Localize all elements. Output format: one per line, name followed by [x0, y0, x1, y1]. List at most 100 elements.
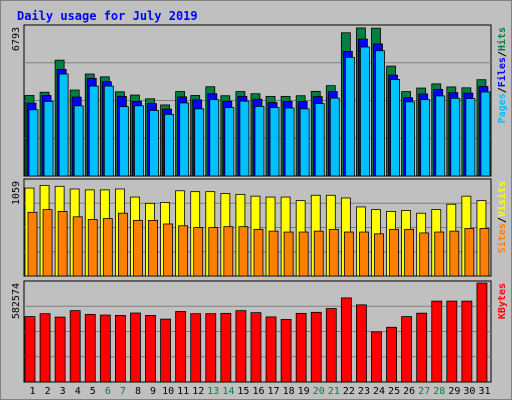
bar-pages-26: [405, 101, 416, 177]
day-label-20: 20: [313, 386, 325, 397]
bar-kbytes-29: [446, 300, 458, 383]
legend-middle: Sites/Visits: [496, 181, 508, 253]
bar-kbytes-5: [84, 313, 96, 383]
day-label-8: 8: [135, 386, 141, 397]
bar-pages-16: [254, 106, 265, 177]
bar-sites-10: [163, 223, 173, 277]
legend-item-hits: Hits: [496, 27, 508, 51]
bar-kbytes-9: [145, 314, 156, 383]
chart-title: Daily usage for July 2019: [17, 9, 198, 23]
bar-sites-1: [27, 211, 38, 277]
bar-pages-9: [149, 110, 159, 177]
bar-kbytes-27: [416, 312, 428, 383]
bar-sites-20: [313, 230, 324, 277]
bar-kbytes-18: [280, 319, 292, 383]
day-label-3: 3: [60, 386, 66, 397]
bar-sites-16: [253, 228, 264, 277]
bar-pages-17: [269, 107, 280, 177]
bar-kbytes-11: [175, 311, 187, 383]
bar-kbytes-6: [99, 314, 111, 383]
bar-sites-6: [102, 218, 113, 277]
legend-item-files: Files: [496, 57, 508, 87]
bar-sites-2: [42, 209, 53, 277]
bar-kbytes-26: [401, 316, 413, 383]
day-label-18: 18: [283, 386, 295, 397]
bar-sites-17: [268, 230, 279, 277]
bar-kbytes-28: [431, 300, 443, 383]
bar-pages-27: [420, 99, 431, 177]
legend-separator: /: [497, 87, 508, 93]
day-label-7: 7: [120, 386, 126, 397]
day-label-30: 30: [463, 386, 475, 397]
bar-kbytes-3: [54, 316, 66, 383]
day-label-23: 23: [358, 386, 370, 397]
day-label-25: 25: [388, 386, 400, 397]
bar-pages-11: [179, 102, 190, 177]
bar-sites-8: [133, 219, 143, 277]
bar-sites-25: [389, 228, 399, 277]
bar-pages-4: [73, 105, 84, 177]
bar-sites-14: [223, 226, 234, 277]
bar-sites-18: [283, 231, 294, 277]
day-label-28: 28: [433, 386, 445, 397]
bar-pages-22: [344, 56, 355, 177]
ytick-middle: 1059: [11, 181, 22, 205]
day-label-27: 27: [418, 386, 430, 397]
day-label-14: 14: [222, 386, 234, 397]
bar-pages-5: [88, 85, 99, 177]
bar-pages-2: [43, 101, 54, 177]
bar-pages-3: [58, 73, 69, 177]
bar-kbytes-14: [220, 312, 232, 383]
day-label-15: 15: [237, 386, 249, 397]
bar-sites-5: [87, 219, 98, 277]
bar-kbytes-17: [265, 316, 277, 383]
bar-sites-7: [117, 212, 128, 277]
day-label-13: 13: [207, 386, 219, 397]
bar-kbytes-1: [24, 316, 36, 383]
bar-kbytes-7: [114, 314, 126, 383]
ytick-bottom: 582574: [11, 283, 22, 319]
day-label-1: 1: [30, 386, 36, 397]
ytick-top: 6793: [11, 27, 22, 51]
bar-sites-15: [238, 226, 249, 277]
bar-kbytes-12: [190, 313, 202, 383]
bar-sites-29: [449, 230, 460, 277]
day-label-12: 12: [192, 386, 204, 397]
bar-kbytes-25: [386, 326, 397, 383]
bar-pages-6: [103, 85, 114, 177]
bar-kbytes-23: [356, 304, 367, 383]
bar-pages-20: [314, 103, 325, 177]
day-label-29: 29: [448, 386, 460, 397]
bar-kbytes-13: [205, 313, 217, 383]
bar-pages-10: [164, 113, 174, 177]
bar-kbytes-8: [130, 312, 141, 383]
bar-sites-21: [328, 228, 339, 277]
bar-sites-22: [343, 231, 354, 277]
day-label-11: 11: [177, 386, 189, 397]
bar-sites-3: [57, 211, 68, 277]
bar-sites-12: [193, 227, 204, 277]
bar-kbytes-15: [235, 310, 247, 383]
bar-sites-9: [148, 219, 158, 277]
bar-sites-24: [374, 233, 384, 277]
day-label-31: 31: [478, 386, 490, 397]
bar-kbytes-21: [325, 308, 337, 383]
day-label-26: 26: [403, 386, 415, 397]
legend-item-visits: Visits: [496, 181, 508, 217]
day-label-19: 19: [298, 386, 310, 397]
legend-top: Pages/Files/Hits: [496, 27, 508, 123]
bar-sites-28: [434, 231, 445, 277]
day-label-5: 5: [90, 386, 96, 397]
day-label-21: 21: [328, 386, 340, 397]
bar-sites-4: [72, 216, 83, 277]
bar-pages-15: [239, 100, 250, 177]
bar-kbytes-31: [476, 282, 488, 383]
day-label-9: 9: [150, 386, 156, 397]
day-label-2: 2: [45, 386, 51, 397]
day-label-10: 10: [162, 386, 174, 397]
legend-bottom: KBytes: [497, 283, 508, 319]
day-label-22: 22: [343, 386, 355, 397]
bar-sites-30: [464, 228, 475, 277]
bar-kbytes-22: [340, 297, 352, 383]
bar-kbytes-20: [310, 311, 322, 383]
